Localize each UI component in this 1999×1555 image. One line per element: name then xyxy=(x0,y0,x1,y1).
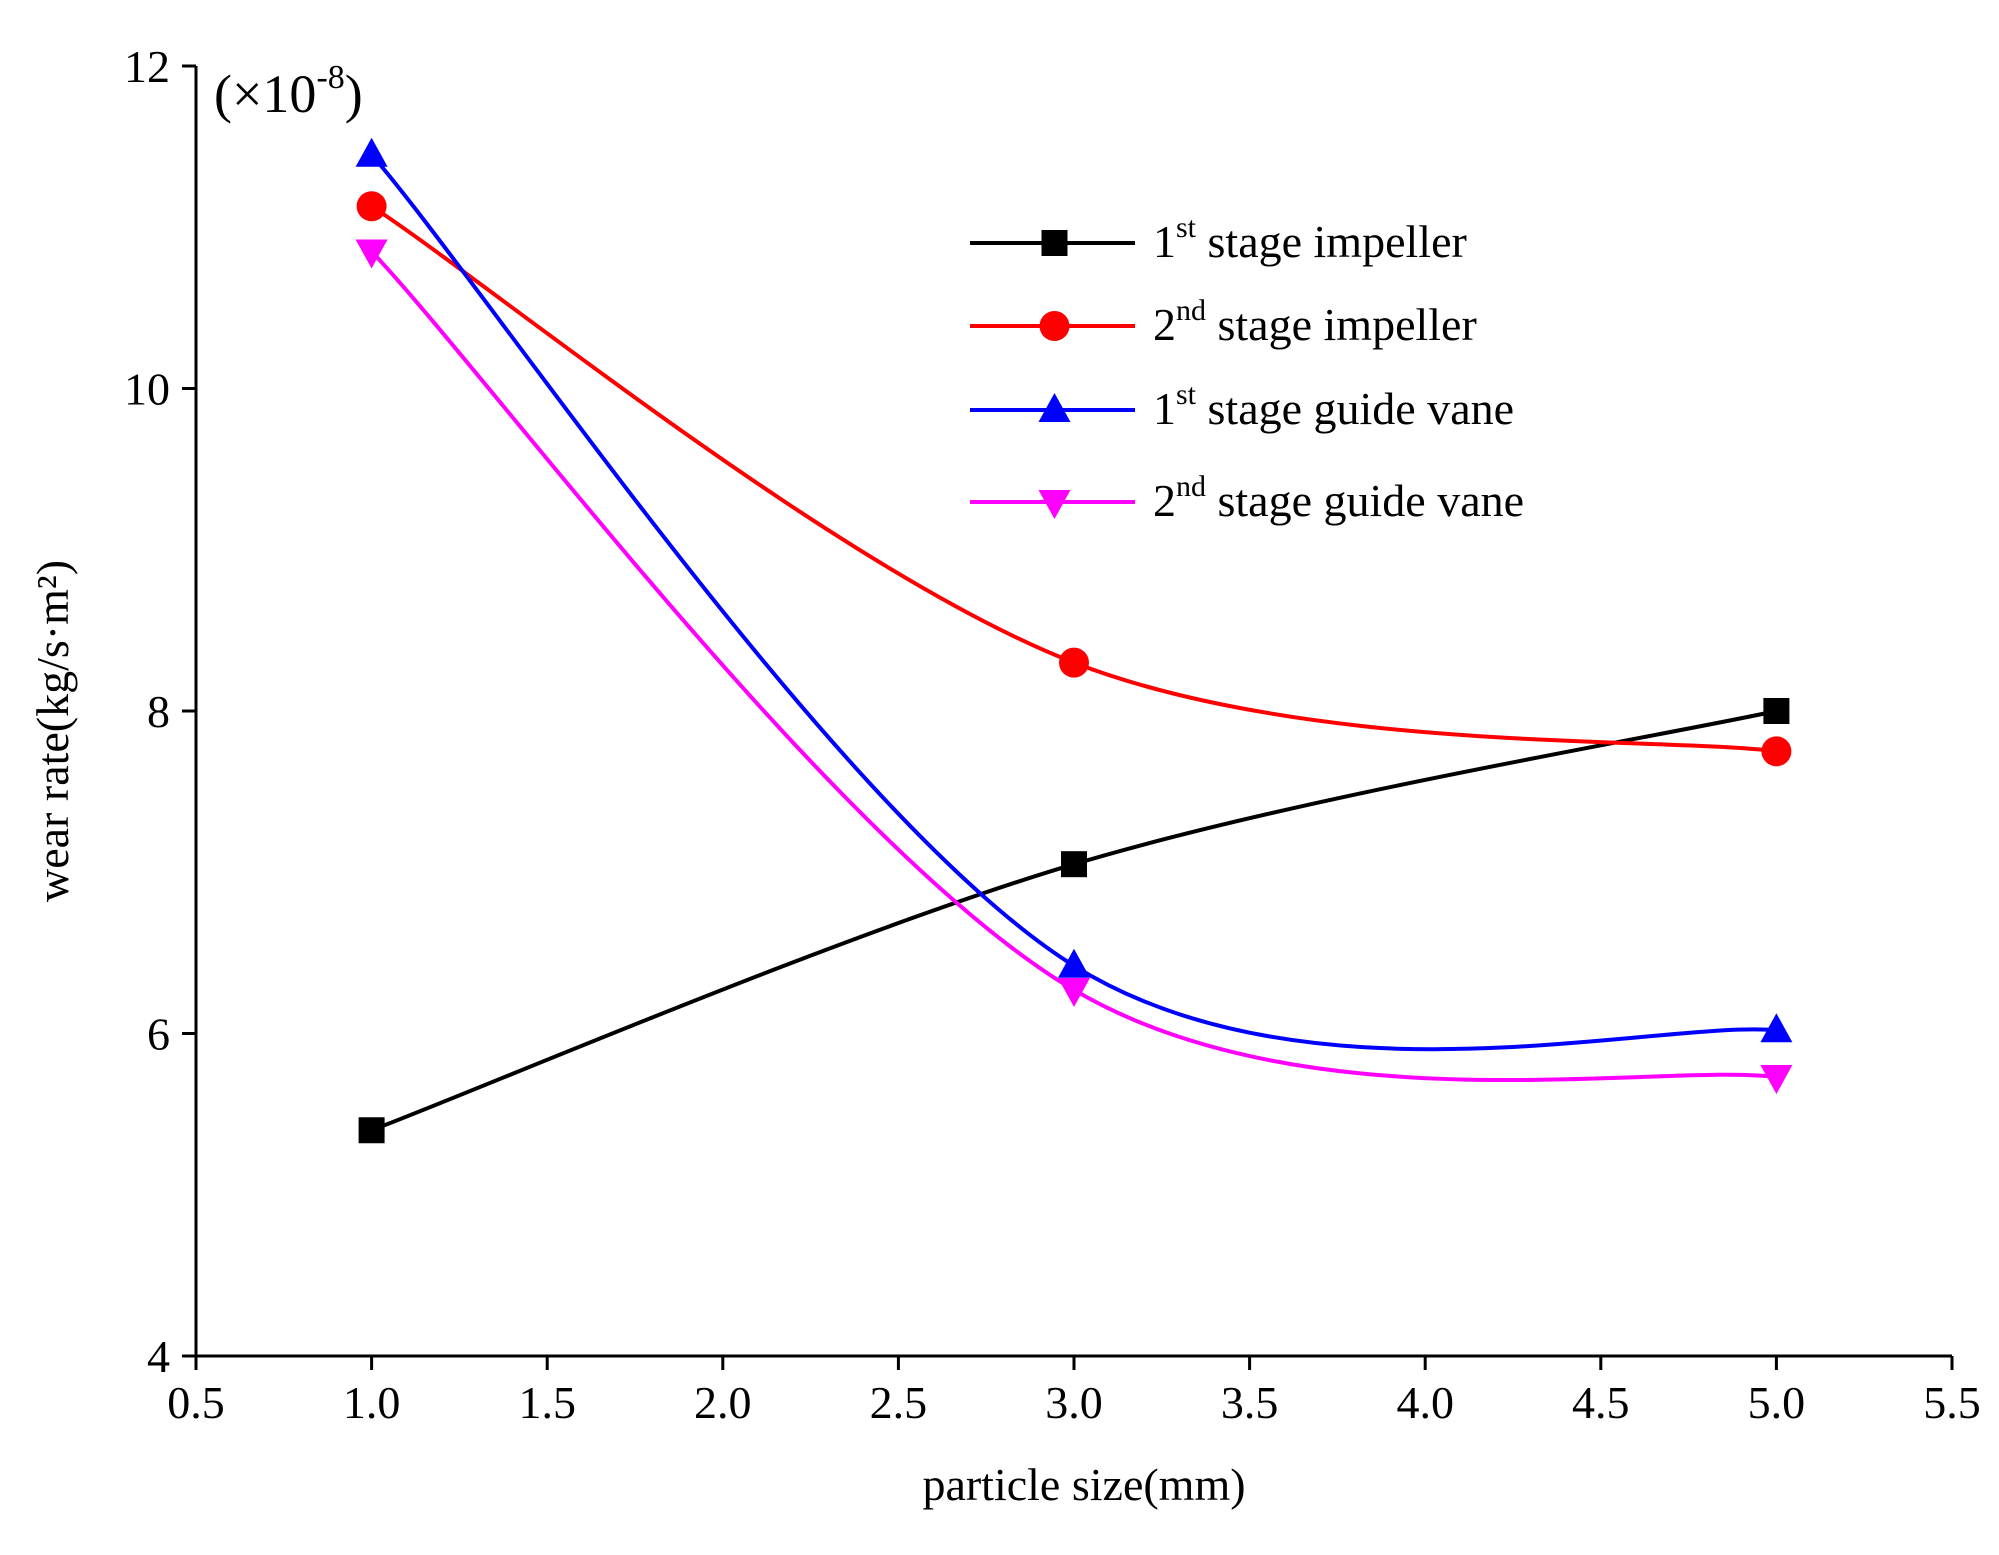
series-line xyxy=(370,709,1777,1133)
y-tick-label: 8 xyxy=(147,686,170,737)
y-axis-title: wear rate(kg/s·m²) xyxy=(27,560,78,902)
legend-marker xyxy=(1038,393,1071,422)
axes: 0.5 1.0 1.5 2.0 2.5 3.0 3.5 4.0 4.5 5.0 5.5 4 6 8 10 12 xyxy=(124,41,1981,1428)
multiplier-suffix: ) xyxy=(345,64,363,124)
x-tick-label: 3.5 xyxy=(1221,1377,1279,1428)
x-tick-label: 3.0 xyxy=(1045,1377,1103,1428)
multiplier-exponent: -8 xyxy=(316,59,344,96)
series-1 xyxy=(358,698,1790,1144)
legend-label: 1st stage guide vane xyxy=(1153,378,1514,434)
x-tick-label: 4.0 xyxy=(1396,1377,1454,1428)
data-point xyxy=(1761,736,1792,767)
data-point xyxy=(355,137,388,167)
legend-marker xyxy=(1041,230,1068,256)
x-tick-label: 1.5 xyxy=(518,1377,576,1428)
data-point xyxy=(1058,948,1090,978)
legend-marker xyxy=(1039,311,1070,341)
series-4 xyxy=(355,239,1793,1095)
series-3 xyxy=(355,137,1793,1052)
x-tick-label: 0.5 xyxy=(167,1377,225,1428)
data-point xyxy=(1061,851,1087,878)
x-axis-title: particle size(mm) xyxy=(922,1459,1245,1510)
legend-marker xyxy=(1038,490,1071,519)
multiplier-prefix: (×10 xyxy=(214,64,316,124)
legend-item-2: 2nd stage impeller xyxy=(970,294,1477,350)
x-tick-label: 5.0 xyxy=(1748,1377,1806,1428)
legend-item-3: 1st stage guide vane xyxy=(970,378,1514,434)
legend: 1st stage impeller 2nd stage impeller 1st … xyxy=(970,211,1524,526)
legend-label: 2nd stage guide vane xyxy=(1153,470,1524,526)
y-tick-label: 10 xyxy=(124,364,170,415)
data-point xyxy=(1760,1065,1793,1095)
data-point xyxy=(1059,647,1089,678)
x-tick-label: 5.5 xyxy=(1923,1377,1981,1428)
legend-label: 1st stage impeller xyxy=(1153,211,1467,267)
legend-label: 2nd stage impeller xyxy=(1153,294,1477,350)
y-tick-label: 6 xyxy=(147,1009,170,1060)
x-tick-label: 4.5 xyxy=(1572,1377,1630,1428)
series-line xyxy=(370,250,1777,1083)
y-tick-label: 12 xyxy=(124,41,170,92)
y-axis-multiplier: (×10-8) xyxy=(214,59,363,124)
data-point xyxy=(355,239,388,269)
legend-item-4: 2nd stage guide vane xyxy=(970,470,1524,526)
series-line xyxy=(370,153,1777,1052)
x-tick-label: 2.5 xyxy=(870,1377,928,1428)
data-point xyxy=(1763,698,1790,724)
x-tick-label: 2.0 xyxy=(694,1377,752,1428)
data-point xyxy=(358,1117,385,1144)
legend-item-1: 1st stage impeller xyxy=(970,211,1467,267)
data-point xyxy=(1058,977,1090,1007)
x-tick-label: 1.0 xyxy=(343,1377,401,1428)
data-point xyxy=(1760,1013,1793,1043)
y-tick-label: 4 xyxy=(147,1331,170,1382)
series-2 xyxy=(356,191,1792,767)
data-point xyxy=(356,191,387,222)
series-layer xyxy=(355,137,1793,1144)
